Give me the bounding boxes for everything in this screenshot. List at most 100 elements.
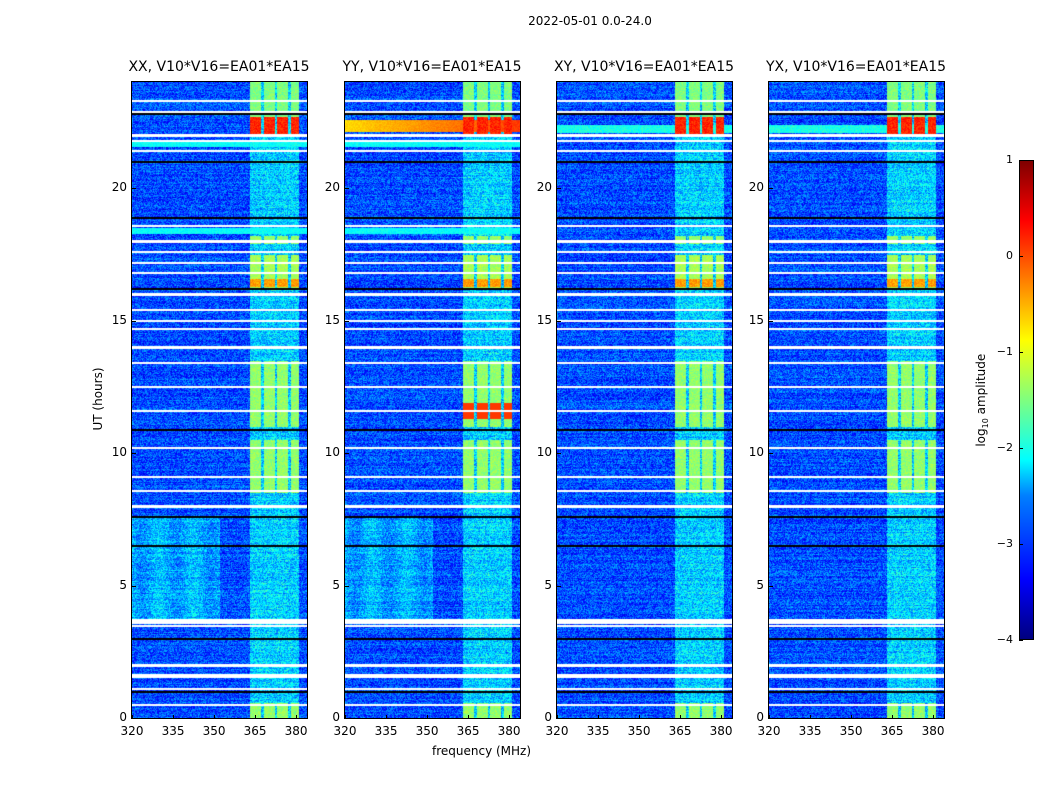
colorbar [1019, 160, 1034, 640]
y-tick-mark [132, 188, 136, 189]
y-tick-label: 0 [544, 710, 552, 724]
y-tick-label: 20 [324, 180, 340, 194]
x-tick-label: 365 [243, 724, 267, 738]
colorbar-tick-mark [1019, 160, 1023, 161]
y-axis-label: UT (hours) [91, 367, 105, 431]
y-tick-mark [345, 585, 349, 587]
x-tick-mark [557, 715, 558, 719]
x-tick-mark [892, 715, 894, 719]
y-tick-mark [557, 188, 561, 189]
x-tick-label: 350 [202, 724, 226, 738]
x-tick-mark [296, 715, 298, 719]
y-tick-label: 0 [119, 710, 127, 724]
x-tick-mark [769, 715, 770, 719]
x-tick-mark [132, 715, 133, 719]
x-tick-label: 380 [284, 724, 308, 738]
x-tick-mark [386, 715, 388, 719]
colorbar-tick-label: 0 [1006, 249, 1013, 262]
x-tick-mark [639, 715, 641, 719]
x-tick-label: 320 [545, 724, 569, 738]
x-tick-label: 380 [709, 724, 733, 738]
y-tick-mark [557, 453, 561, 454]
x-tick-label: 350 [839, 724, 863, 738]
x-tick-mark [427, 715, 429, 719]
y-tick-mark [345, 453, 349, 454]
figure-title: 2022-05-01 0.0-24.0 [528, 14, 652, 28]
heatmap-panel [131, 81, 308, 719]
y-tick-label: 10 [536, 445, 552, 459]
y-tick-mark [345, 188, 349, 189]
x-tick-mark [214, 715, 216, 719]
colorbar-tick-label: −3 [996, 537, 1013, 550]
y-tick-mark [769, 320, 773, 322]
x-tick-label: 335 [586, 724, 610, 738]
y-tick-mark [557, 585, 561, 587]
colorbar-tick-mark [1019, 448, 1023, 449]
y-tick-mark [769, 188, 773, 189]
x-tick-mark [680, 715, 682, 719]
y-tick-mark [132, 453, 136, 454]
panel-title: YY, V10*V16=EA01*EA15 [342, 59, 522, 75]
x-tick-label: 350 [627, 724, 651, 738]
panel-title: XY, V10*V16=EA01*EA15 [553, 59, 735, 75]
x-tick-label: 365 [880, 724, 904, 738]
y-tick-mark [132, 320, 136, 322]
x-tick-label: 320 [333, 724, 357, 738]
heatmap-panel [556, 81, 733, 719]
x-tick-label: 320 [120, 724, 144, 738]
y-tick-mark [132, 718, 136, 719]
x-tick-mark [345, 715, 346, 719]
colorbar-tick-mark [1019, 256, 1023, 257]
y-tick-label: 20 [536, 180, 552, 194]
x-tick-mark [598, 715, 600, 719]
x-tick-label: 320 [757, 724, 781, 738]
y-tick-mark [345, 320, 349, 322]
x-tick-label: 335 [374, 724, 398, 738]
colorbar-tick-label: −2 [996, 441, 1013, 454]
panel-title: YX, V10*V16=EA01*EA15 [765, 59, 947, 75]
x-tick-mark [810, 715, 812, 719]
x-axis-label: frequency (MHz) [432, 744, 532, 758]
y-tick-label: 5 [332, 577, 340, 592]
colorbar-tick-mark [1019, 544, 1023, 545]
x-tick-label: 365 [668, 724, 692, 738]
heatmap-image [557, 82, 732, 718]
y-tick-mark [345, 718, 349, 719]
y-tick-label: 10 [111, 445, 127, 459]
heatmap-panel [344, 81, 521, 719]
y-tick-label: 5 [119, 577, 127, 592]
colorbar-tick-label: −4 [996, 633, 1013, 646]
y-tick-mark [769, 718, 773, 719]
y-tick-label: 15 [536, 312, 552, 327]
x-tick-mark [851, 715, 853, 719]
y-tick-label: 10 [324, 445, 340, 459]
y-tick-label: 5 [756, 577, 764, 592]
x-tick-label: 380 [497, 724, 521, 738]
y-tick-mark [769, 585, 773, 587]
x-tick-label: 380 [921, 724, 945, 738]
y-tick-label: 20 [111, 180, 127, 194]
x-tick-label: 335 [798, 724, 822, 738]
y-tick-label: 0 [332, 710, 340, 724]
colorbar-tick-mark [1019, 352, 1023, 353]
panel-title: XX, V10*V16=EA01*EA15 [128, 59, 310, 75]
x-tick-mark [509, 715, 511, 719]
x-tick-mark [933, 715, 935, 719]
y-tick-mark [557, 320, 561, 322]
x-tick-label: 335 [161, 724, 185, 738]
heatmap-image [769, 82, 944, 718]
y-tick-mark [132, 585, 136, 587]
y-tick-label: 15 [324, 312, 340, 327]
y-tick-label: 10 [748, 445, 764, 459]
x-tick-mark [468, 715, 470, 719]
x-tick-mark [173, 715, 175, 719]
y-tick-label: 15 [111, 312, 127, 327]
heatmap-image [132, 82, 307, 718]
y-tick-mark [557, 718, 561, 719]
y-tick-label: 15 [748, 312, 764, 327]
y-tick-label: 5 [544, 577, 552, 592]
x-tick-mark [721, 715, 723, 719]
x-tick-label: 365 [456, 724, 480, 738]
y-tick-mark [769, 453, 773, 454]
